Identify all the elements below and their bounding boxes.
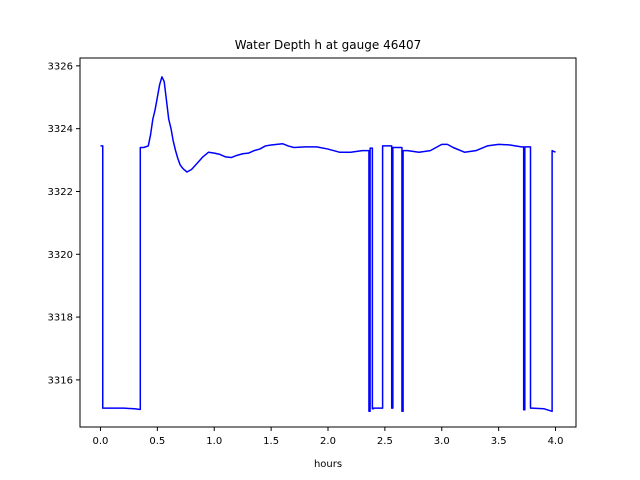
- axis-ticks: 0.0 0.5 1.0 1.5 2.0 2.5 3.0 3.5 4.0 3316 3318 3320 3…: [48, 61, 564, 447]
- y-tick-label: 3318: [48, 313, 73, 324]
- y-tick-label: 3322: [48, 187, 73, 198]
- plot-area: [100, 76, 556, 413]
- x-tick-label: 2.0: [320, 436, 336, 447]
- y-tick-label: 3320: [48, 250, 73, 261]
- x-tick-label: 4.0: [548, 436, 564, 447]
- x-tick-label: 1.5: [263, 436, 279, 447]
- x-tick-label: 3.0: [434, 436, 450, 447]
- y-tick-label: 3324: [48, 124, 73, 135]
- x-axis-label: hours: [314, 459, 342, 470]
- y-tick-label: 3316: [48, 375, 73, 386]
- x-tick-label: 0.5: [149, 436, 165, 447]
- x-tick-label: 2.5: [377, 436, 393, 447]
- y-tick-label: 3326: [48, 61, 73, 72]
- x-tick-label: 3.5: [491, 436, 507, 447]
- x-tick-label: 0.0: [93, 436, 109, 447]
- chart-title: Water Depth h at gauge 46407: [235, 38, 422, 52]
- axes-frame: [79, 57, 577, 428]
- series-line: [100, 76, 556, 413]
- x-tick-label: 1.0: [206, 436, 222, 447]
